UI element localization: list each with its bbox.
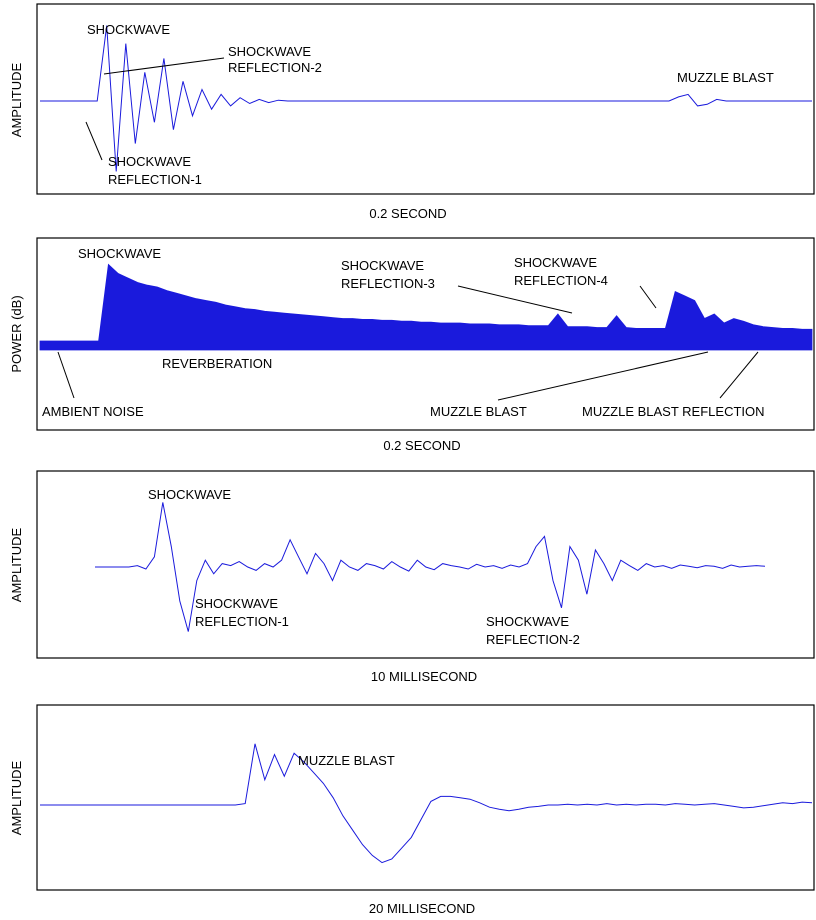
panel-1-leader-reflection1 (86, 122, 102, 160)
panel-2-annotation-reflection3-line1: SHOCKWAVE (341, 258, 424, 273)
panel-2-annotation-reflection4-line1: SHOCKWAVE (514, 255, 597, 270)
panel-2-leader-reflection3 (458, 286, 572, 313)
panel-2-annotation-reverberation: REVERBERATION (162, 356, 272, 371)
panel-2-leader-ambient (58, 352, 74, 398)
panel-3-annotation-reflection1-line2: REFLECTION-1 (195, 614, 289, 629)
panel-2-annotation-muzzle-reflection: MUZZLE BLAST REFLECTION (582, 404, 765, 419)
panel-2-annotation-reflection4-line2: REFLECTION-4 (514, 273, 608, 288)
panel-3-series-line (95, 502, 765, 631)
panel-1-annotation-shockwave: SHOCKWAVE (87, 22, 170, 37)
panel-2-leader-muzzle-reflection (720, 352, 758, 398)
panel-1-annotation-reflection2-line2: REFLECTION-2 (228, 60, 322, 75)
panel-2-annotation-reflection4: SHOCKWAVE REFLECTION-4 (514, 255, 608, 288)
panel-3-annotation-reflection2: SHOCKWAVE REFLECTION-2 (486, 614, 580, 647)
panel-2-annotation-muzzle: MUZZLE BLAST (430, 404, 527, 419)
panel-1-ylabel: AMPLITUDE (9, 62, 24, 137)
panel-3-xlabel: 10 MILLISECOND (371, 669, 477, 684)
panel-1-annotation-reflection1: SHOCKWAVE REFLECTION-1 (108, 154, 202, 187)
panel-4-annotation-muzzle: MUZZLE BLAST (298, 753, 395, 768)
panel-2-annotation-shockwave: SHOCKWAVE (78, 246, 161, 261)
panel-4-frame (37, 705, 814, 890)
panel-4-series-line (40, 744, 812, 863)
panel-2-annotation-ambient: AMBIENT NOISE (42, 404, 144, 419)
panel-1-series-line (40, 26, 812, 172)
panel-4: AMPLITUDE 20 MILLISECOND MUZZLE BLAST (9, 705, 814, 916)
panel-1-annotation-reflection1-line1: SHOCKWAVE (108, 154, 191, 169)
panel-2-annotation-reflection3: SHOCKWAVE REFLECTION-3 (341, 258, 435, 291)
panel-2-annotation-reflection3-line2: REFLECTION-3 (341, 276, 435, 291)
panel-1-annotation-reflection1-line2: REFLECTION-1 (108, 172, 202, 187)
panel-1: AMPLITUDE 0.2 SECOND SHOCKWAVE SHOCKWAVE… (9, 4, 814, 221)
panel-3-annotation-reflection1: SHOCKWAVE REFLECTION-1 (195, 596, 289, 629)
panel-3-annotation-reflection1-line1: SHOCKWAVE (195, 596, 278, 611)
panel-1-annotation-muzzle: MUZZLE BLAST (677, 70, 774, 85)
panel-3: AMPLITUDE 10 MILLISECOND SHOCKWAVE SHOCK… (9, 471, 814, 684)
panel-3-annotation-reflection2-line2: REFLECTION-2 (486, 632, 580, 647)
panel-3-annotation-reflection2-line1: SHOCKWAVE (486, 614, 569, 629)
panel-4-xlabel: 20 MILLISECOND (369, 901, 475, 916)
panel-2-leader-reflection4 (640, 286, 656, 308)
panel-3-ylabel: AMPLITUDE (9, 527, 24, 602)
panel-4-ylabel: AMPLITUDE (9, 760, 24, 835)
panel-2-leader-muzzle (498, 352, 708, 400)
panel-3-annotation-shockwave: SHOCKWAVE (148, 487, 231, 502)
panel-2-ylabel: POWER (dB) (9, 295, 24, 372)
panel-1-xlabel: 0.2 SECOND (369, 206, 446, 221)
panel-2-xlabel: 0.2 SECOND (383, 438, 460, 453)
panel-2: POWER (dB) 0.2 SECOND SHOCKWAVE SHOCKWAV… (9, 238, 814, 453)
panel-1-annotation-reflection2: SHOCKWAVE REFLECTION-2 (228, 44, 322, 75)
panel-1-annotation-reflection2-line1: SHOCKWAVE (228, 44, 311, 59)
